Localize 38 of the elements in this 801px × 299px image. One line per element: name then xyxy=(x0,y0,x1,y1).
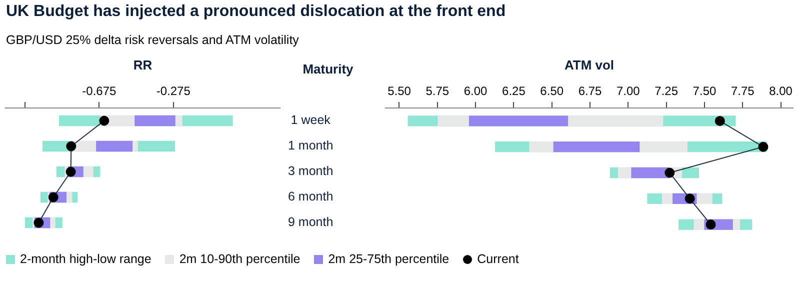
bar xyxy=(631,167,670,178)
x-tick-label: 6.75 xyxy=(578,84,602,98)
x-tick-label: 5.50 xyxy=(388,84,412,98)
x-tick-label: 6.25 xyxy=(502,84,526,98)
bar xyxy=(134,115,176,126)
bar xyxy=(553,142,640,152)
x-tick-label: 5.75 xyxy=(426,84,450,98)
point xyxy=(66,141,76,152)
x-axis-title: RR xyxy=(133,57,153,72)
y-tick-label: 1 month xyxy=(288,138,334,153)
legend-label: 2-month high-low range xyxy=(20,252,152,266)
y-tick-label: 3 month xyxy=(288,164,334,178)
x-tick-label: -0.275 xyxy=(156,84,191,98)
y-axis-title: Maturity xyxy=(302,62,354,77)
bar xyxy=(468,116,568,126)
x-tick-label: 7.50 xyxy=(692,84,716,98)
legend-label: 2m 10-90th percentile xyxy=(179,252,300,266)
point xyxy=(706,220,716,230)
x-tick-label: 6.00 xyxy=(464,84,488,98)
point xyxy=(758,142,768,152)
x-tick-label: 7.00 xyxy=(616,84,640,98)
y-tick-label: 6 month xyxy=(288,190,334,204)
point xyxy=(99,116,110,126)
y-tick-label: 9 month xyxy=(288,215,334,230)
chart-title: UK Budget has injected a pronounced dislocation at the front end xyxy=(6,3,506,21)
point xyxy=(664,168,675,178)
x-tick-label: 8.00 xyxy=(769,84,793,98)
x-tick-label: 6.50 xyxy=(540,84,564,98)
x-axis-title: ATM vol xyxy=(564,57,614,72)
x-tick-label: 7.75 xyxy=(730,84,755,98)
bar xyxy=(96,140,133,152)
point xyxy=(714,116,725,126)
y-tick-label: 1 week xyxy=(290,113,332,128)
legend-label: 2m 25-75th percentile xyxy=(328,252,450,266)
chart-subtitle: GBP/USD 25% delta risk reversals and ATM volatility xyxy=(6,33,299,47)
x-tick-label: 7.25 xyxy=(654,84,678,98)
legend-label: Current xyxy=(477,252,519,266)
x-tick-label: -0.675 xyxy=(82,84,116,98)
